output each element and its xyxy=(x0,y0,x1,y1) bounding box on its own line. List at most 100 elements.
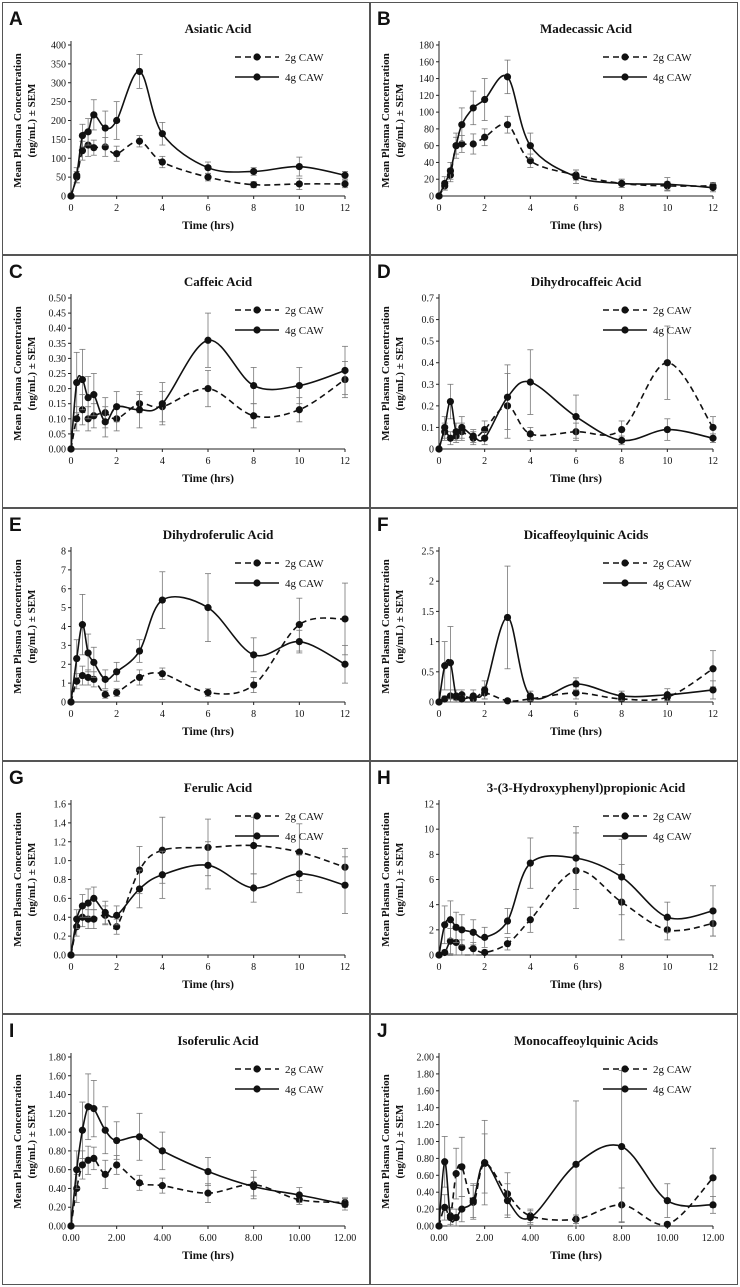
data-point-4g xyxy=(503,73,512,81)
data-point-4g xyxy=(572,413,580,421)
data-point-4g xyxy=(113,911,121,919)
data-point-4g xyxy=(295,870,303,878)
data-point-4g xyxy=(452,923,460,931)
y-tick-label: 2 xyxy=(61,660,66,671)
y-tick-label: 0 xyxy=(429,698,434,709)
y-tick-label: 0.40 xyxy=(417,1188,435,1199)
y-tick-label: 100 xyxy=(51,154,66,165)
y-tick-label: 0.00 xyxy=(49,445,67,456)
legend-marker-2g xyxy=(621,1065,629,1073)
legend-marker-4g xyxy=(621,832,629,840)
chart-svg: H 3-(3-Hydroxyphenyl)propionic Acid 0 2 4 6 8 1… xyxy=(377,768,718,991)
data-point-4g xyxy=(452,142,460,150)
y-axis-label-unit: (ng/mL) ± SEM xyxy=(26,336,38,410)
y-tick-label: 1 xyxy=(61,679,66,690)
x-tick-label: 6 xyxy=(574,456,579,467)
data-point-4g xyxy=(503,917,512,925)
x-tick-label: 4 xyxy=(160,962,165,973)
data-point-4g xyxy=(618,873,626,881)
data-point-2g xyxy=(158,670,166,678)
x-tick-label: 10 xyxy=(662,456,672,467)
y-tick-label: 0.80 xyxy=(49,1146,67,1157)
data-point-4g xyxy=(90,658,98,666)
y-axis-label: Mean Plasma Concentration xyxy=(12,559,24,693)
y-tick-label: 2 xyxy=(429,925,434,936)
y-tick-label: 0 xyxy=(429,951,434,962)
data-point-2g xyxy=(158,158,166,166)
y-axis-label: Mean Plasma Concentration xyxy=(380,559,392,693)
data-point-4g xyxy=(526,142,534,150)
y-tick-label: 0.80 xyxy=(417,1154,435,1165)
chart-title: Monocaffeoylquinic Acids xyxy=(514,1033,658,1048)
chart-svg: J Monocaffeoylquinic Acids 0.00 0.20 0.40 0.6… xyxy=(377,1021,724,1262)
data-point-2g xyxy=(295,180,303,188)
data-point-4g xyxy=(526,1213,534,1222)
data-point-2g xyxy=(78,671,87,680)
x-tick-label: 2 xyxy=(114,203,119,214)
y-tick-label: 0.00 xyxy=(49,1222,67,1233)
x-tick-label: 4 xyxy=(528,456,533,467)
x-tick-label: 8 xyxy=(251,456,256,467)
y-tick-label: 2.00 xyxy=(417,1053,435,1064)
legend-label-2g: 2g CAW xyxy=(653,52,692,64)
data-point-4g xyxy=(446,916,455,924)
y-tick-label: 8 xyxy=(429,850,434,861)
data-point-4g xyxy=(67,445,75,453)
y-tick-label: 0.6 xyxy=(54,894,67,905)
data-point-4g xyxy=(618,1142,626,1151)
legend-label-4g: 4g CAW xyxy=(285,578,324,590)
data-point-4g xyxy=(709,184,717,192)
x-tick-label: 2.00 xyxy=(108,1233,126,1244)
y-axis-label: Mean Plasma Concentration xyxy=(380,53,392,187)
data-point-4g xyxy=(435,1222,443,1230)
y-axis-label-unit: (ng/mL) ± SEM xyxy=(26,842,38,916)
y-tick-label: 350 xyxy=(51,59,66,70)
data-point-4g xyxy=(73,378,81,387)
data-point-2g xyxy=(73,677,81,685)
y-tick-label: 1.00 xyxy=(417,1137,435,1148)
data-point-4g xyxy=(503,393,512,401)
data-point-4g xyxy=(572,1160,580,1168)
x-tick-label: 12 xyxy=(708,709,718,720)
x-tick-label: 8 xyxy=(251,203,256,214)
data-point-4g xyxy=(295,162,303,171)
data-point-2g xyxy=(101,1170,109,1178)
data-point-4g xyxy=(90,894,98,902)
data-point-2g xyxy=(469,140,477,148)
data-point-4g xyxy=(78,375,87,384)
y-tick-label: 0.6 xyxy=(422,315,435,326)
data-point-4g xyxy=(441,662,449,670)
data-point-4g xyxy=(481,95,489,104)
x-tick-label: 12 xyxy=(340,456,350,467)
data-point-2g xyxy=(158,846,166,854)
panel-letter: H xyxy=(377,768,391,789)
y-tick-label: 120 xyxy=(419,91,434,102)
x-tick-label: 2 xyxy=(114,962,119,973)
x-tick-label: 8 xyxy=(251,962,256,973)
y-tick-label: 1.0 xyxy=(54,856,67,867)
x-tick-label: 6.00 xyxy=(199,1233,217,1244)
y-axis-label: Mean Plasma Concentration xyxy=(12,1074,24,1208)
y-axis-label: Mean Plasma Concentration xyxy=(380,1074,392,1208)
y-tick-label: 0.15 xyxy=(49,399,67,410)
panel-letter: B xyxy=(377,9,391,30)
legend-marker-4g xyxy=(253,579,261,587)
data-point-4g xyxy=(481,686,489,694)
y-axis-label-unit: (ng/mL) ± SEM xyxy=(394,336,406,410)
y-tick-label: 0.60 xyxy=(49,1165,67,1176)
data-point-2g xyxy=(250,412,258,420)
chart-svg: F Dicaffeoylquinic Acids 0 0.5 1 1.5 2 2.5 0 2 4 6 8… xyxy=(377,515,718,738)
y-tick-label: 0.5 xyxy=(422,667,435,678)
legend-label-4g: 4g CAW xyxy=(285,831,324,843)
legend-label-2g: 2g CAW xyxy=(285,811,324,823)
data-point-4g xyxy=(84,649,92,657)
data-point-4g xyxy=(458,1205,466,1213)
y-tick-label: 4 xyxy=(429,900,434,911)
y-tick-label: 2 xyxy=(429,577,434,588)
data-point-4g xyxy=(84,394,92,402)
data-point-4g xyxy=(135,67,144,76)
y-tick-label: 250 xyxy=(51,97,66,108)
chart-panel-e: E Dihydroferulic Acid 0 1 2 3 4 5 6 7 8 0 2 4 6 8 10 12 Ti… xyxy=(2,508,370,761)
legend-marker-2g xyxy=(253,53,261,61)
data-point-4g xyxy=(435,951,443,959)
